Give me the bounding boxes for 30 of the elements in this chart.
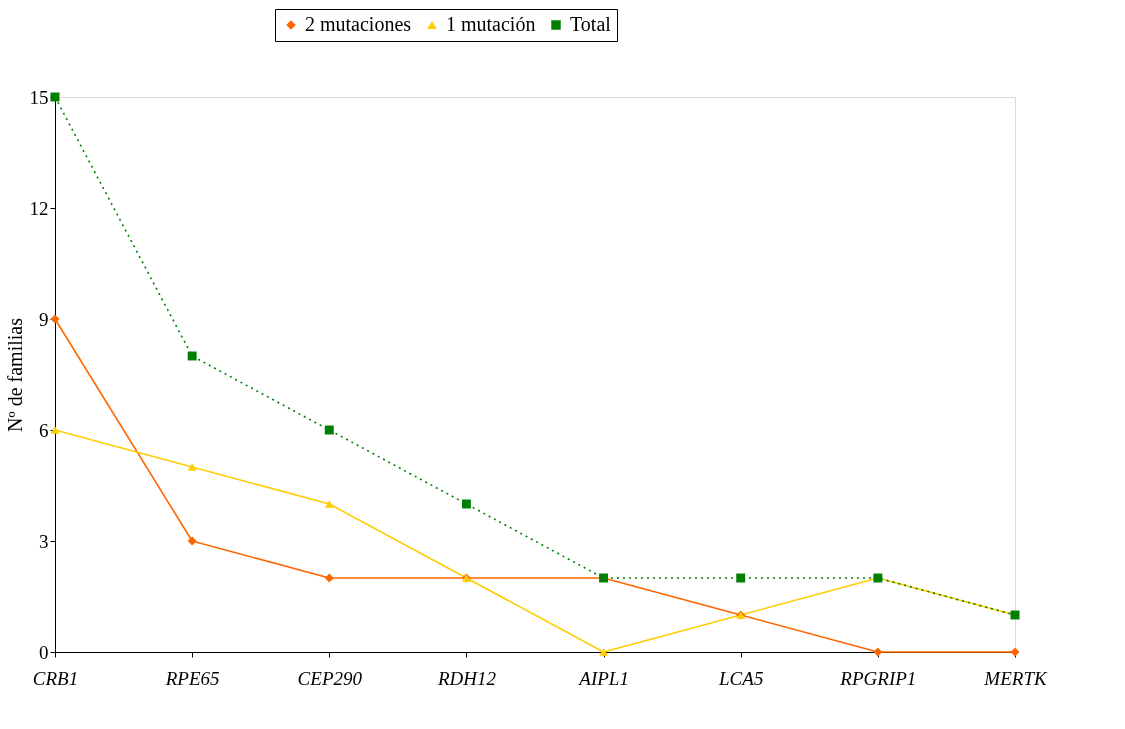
point xyxy=(187,463,197,471)
y-tick-label: 3 xyxy=(39,530,49,552)
y-tick-label: 0 xyxy=(39,641,49,663)
point xyxy=(599,648,609,656)
x-tick-label: CRB1 xyxy=(32,667,79,689)
point xyxy=(187,351,197,361)
point xyxy=(50,426,60,434)
x-tick-label: CEP290 xyxy=(297,667,363,689)
y-tick-label: 15 xyxy=(29,86,49,108)
point xyxy=(324,425,334,435)
x-tick-label: MERTK xyxy=(983,667,1048,689)
x-tick-label: RPE65 xyxy=(164,667,220,689)
point xyxy=(461,499,471,509)
x-tick-label: RDH12 xyxy=(436,667,497,689)
point xyxy=(324,500,334,508)
point xyxy=(736,573,746,583)
legend-label: 2 mutaciones xyxy=(305,13,412,35)
point xyxy=(324,573,334,583)
legend-label: Total xyxy=(570,13,612,35)
point xyxy=(873,647,883,657)
y-tick-label: 9 xyxy=(39,308,49,330)
y-tick-label: 12 xyxy=(29,197,49,219)
y-axis-title: Nº de familias xyxy=(3,317,26,432)
x-tick-label: LCA5 xyxy=(718,667,764,689)
legend-label: 1 mutación xyxy=(446,13,536,35)
x-tick-label: RPGRIP1 xyxy=(839,667,917,689)
point xyxy=(50,314,60,324)
x-tick-label: AIPL1 xyxy=(577,667,629,689)
point xyxy=(187,536,197,546)
y-tick-label: 6 xyxy=(39,419,49,441)
